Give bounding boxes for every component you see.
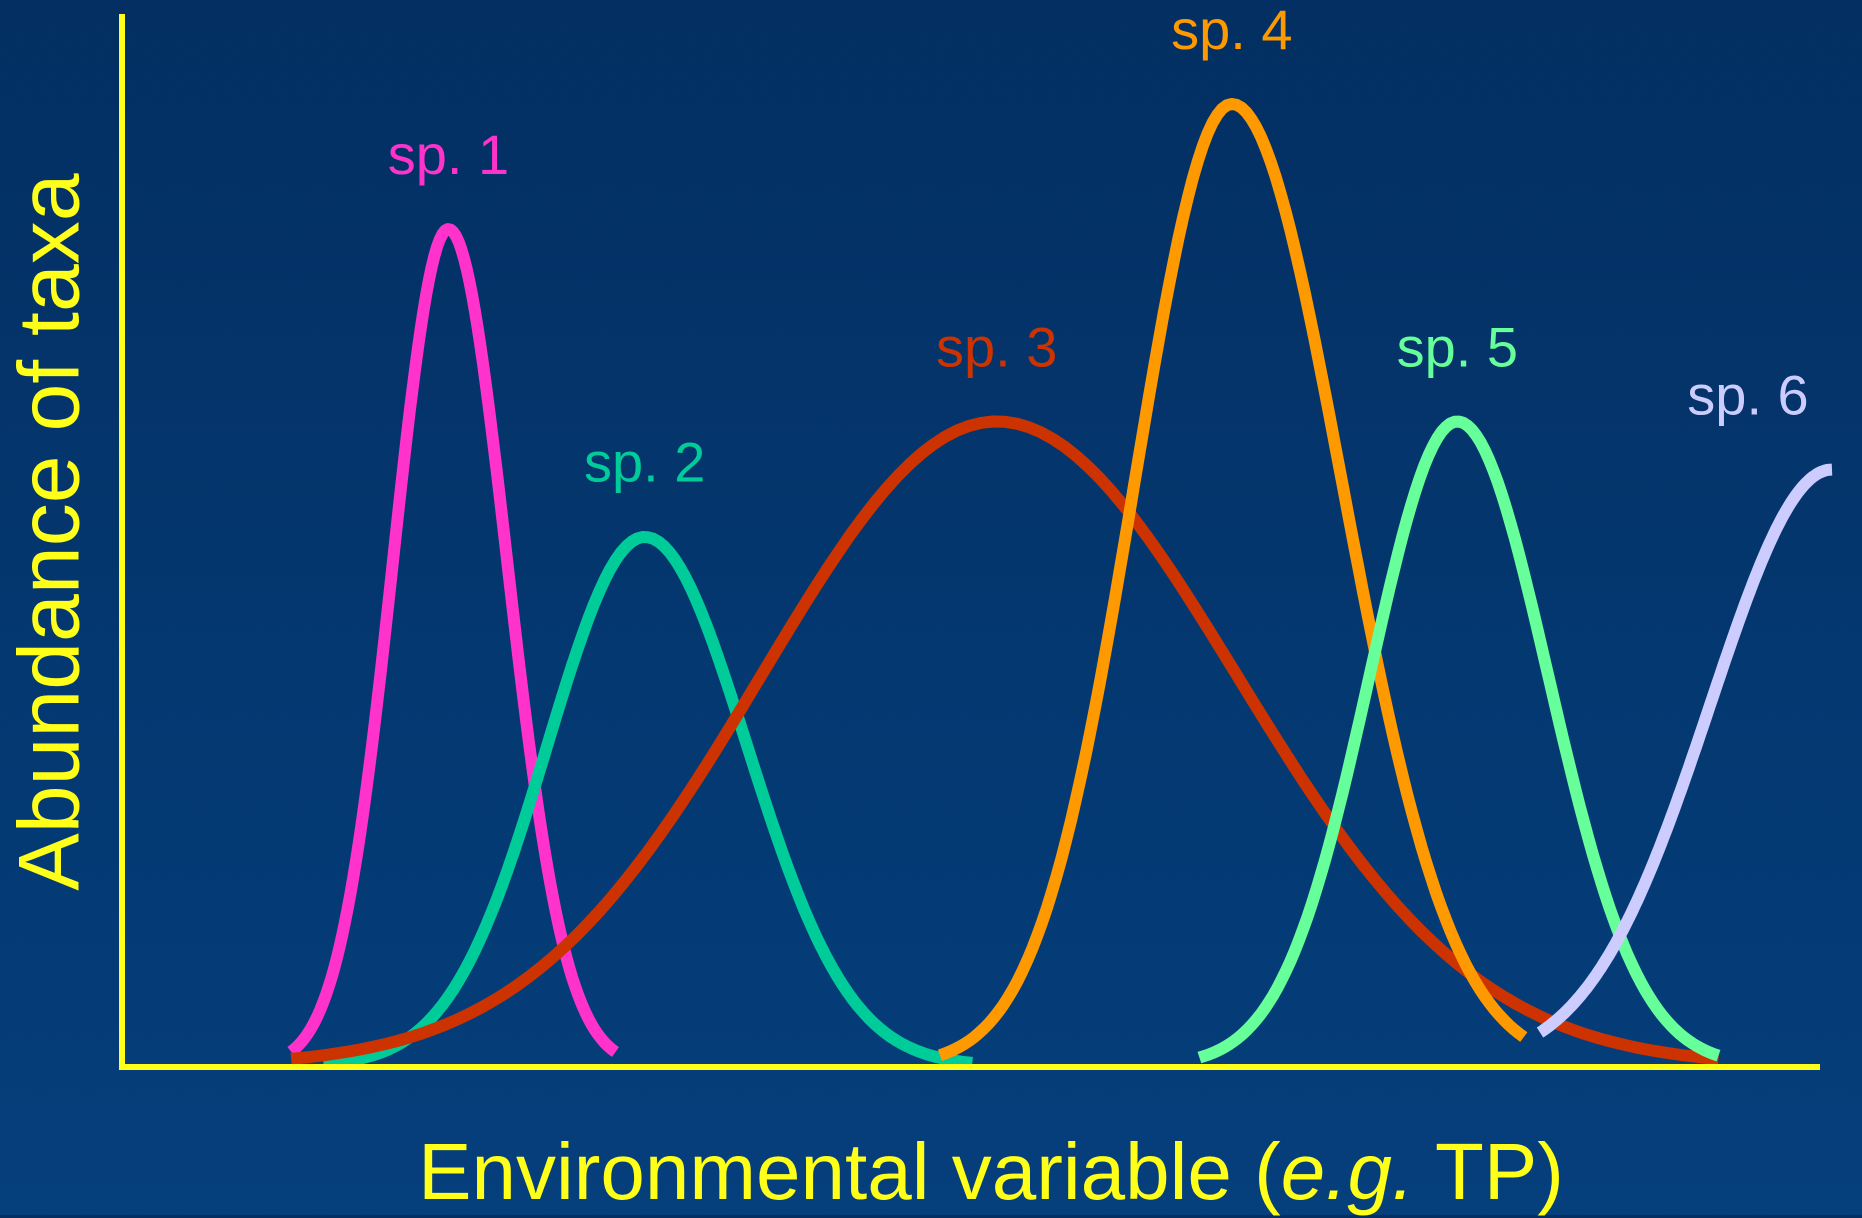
- series-curve-5: [1197, 415, 1721, 1064]
- series-label-6: sp. 6: [1687, 363, 1808, 426]
- y-axis-label: Abundance of taxa: [1, 173, 98, 891]
- x-axis-label-prefix: Environmental variable (: [418, 1127, 1281, 1216]
- x-axis-label-suffix: TP): [1414, 1127, 1564, 1216]
- series-label-2: sp. 2: [584, 431, 705, 494]
- series-label-3: sp. 3: [936, 315, 1057, 378]
- x-axis-label: Environmental variable (e.g. TP): [418, 1126, 1564, 1218]
- series-curve-6: [1536, 463, 1836, 1038]
- series-label-1: sp. 1: [388, 123, 509, 186]
- series-curve-4: [937, 98, 1528, 1061]
- series-label-4: sp. 4: [1171, 0, 1292, 61]
- series-label-5: sp. 5: [1397, 315, 1518, 378]
- series-curve-2: [322, 531, 973, 1070]
- series-labels: sp. 1 sp. 2 sp. 3 sp. 4 sp. 5 sp. 6: [388, 0, 1809, 494]
- series-curve-1: [287, 223, 619, 1057]
- x-axis-label-italic: e.g.: [1280, 1127, 1415, 1216]
- series-curves: [287, 98, 1836, 1070]
